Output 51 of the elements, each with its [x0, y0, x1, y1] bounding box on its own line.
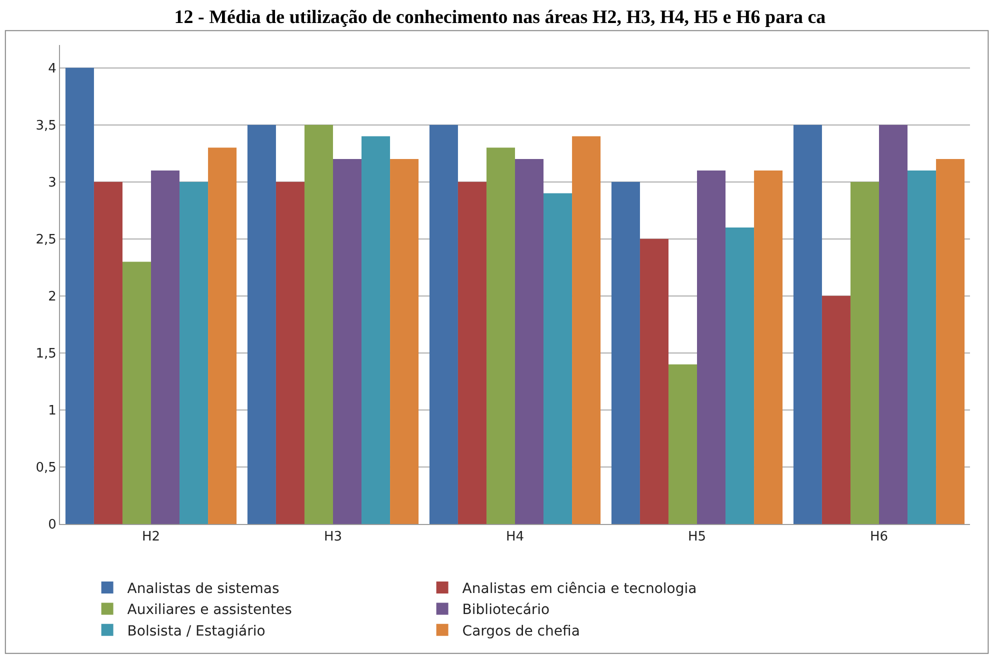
bar [544, 193, 572, 524]
bar [879, 124, 908, 524]
bar [936, 159, 965, 524]
bar [94, 182, 122, 524]
bar [390, 159, 419, 524]
y-tick-label: 1,5 [36, 346, 56, 362]
legend-label: Auxiliares e assistentes [127, 602, 292, 618]
x-tick-label: H3 [324, 530, 342, 545]
bar [515, 159, 544, 524]
legend-label: Analistas de sistemas [127, 580, 280, 597]
bar [362, 136, 390, 524]
legend-label: Analistas em ciência e tecnologia [462, 580, 697, 597]
legend-label: Bibliotecário [462, 602, 550, 618]
y-tick-label: 2,5 [36, 232, 56, 248]
x-tick-label: H2 [142, 530, 160, 545]
bar [276, 182, 304, 524]
bar [333, 159, 362, 524]
bar [65, 68, 94, 524]
y-tick-label: 3,5 [36, 118, 56, 134]
bar [793, 124, 822, 524]
bar [151, 170, 180, 524]
x-tick-label: H4 [506, 530, 524, 545]
x-tick-label: H5 [688, 530, 706, 545]
x-tick-label: H6 [870, 530, 888, 545]
y-tick-label: 3 [48, 175, 56, 190]
y-tick-label: 4 [48, 61, 56, 76]
y-tick-label: 2 [48, 289, 56, 304]
legend-label: Bolsista / Estagiário [127, 623, 266, 640]
y-tick-label: 1 [48, 404, 56, 418]
bar [180, 182, 208, 524]
chart-title: 12 - Média de utilização de conhecimento nas áreas H2, H3, H4, H5 e H6 para ca [174, 7, 826, 28]
bar [429, 124, 458, 524]
bar [726, 227, 754, 524]
bar [908, 170, 936, 524]
y-tick-label: 0,5 [36, 460, 56, 476]
bar [754, 170, 783, 524]
bar [668, 364, 697, 524]
bar [822, 296, 850, 524]
bar [208, 148, 237, 524]
bar [697, 170, 726, 524]
bar [572, 136, 601, 524]
bar [486, 148, 515, 524]
bar [304, 124, 333, 524]
bar [640, 238, 668, 524]
y-tick-label: 0 [48, 518, 56, 533]
bar [850, 182, 879, 524]
bar [611, 182, 640, 524]
bar [458, 182, 486, 524]
legend-label: Cargos de chefia [462, 623, 580, 640]
bar [122, 262, 151, 524]
bar [247, 124, 276, 524]
